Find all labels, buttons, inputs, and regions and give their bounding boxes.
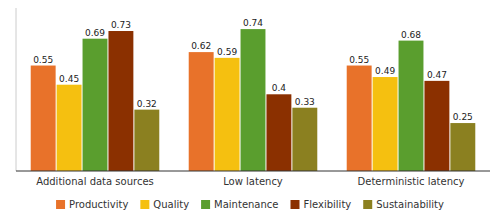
bar [424, 81, 449, 171]
data-label: 0.32 [137, 99, 157, 109]
bar [450, 123, 475, 171]
x-axis-line [16, 171, 490, 172]
legend-label: Sustainability [376, 199, 444, 210]
legend-swatch [363, 200, 372, 209]
legend: Productivity Quality Maintenance Flexibilit… [56, 199, 444, 210]
bar [31, 66, 56, 171]
x-tick-label: Low latency [223, 176, 283, 187]
legend-swatch [140, 200, 149, 209]
bar [215, 58, 240, 171]
legend-item: Flexibility [290, 199, 351, 210]
bars [31, 29, 476, 171]
data-label: 0.55 [349, 55, 369, 65]
data-labels: 0.55 0.62 0.55 0.45 0.59 0.49 0.69 0.74 0.68 0.73… [33, 18, 473, 122]
bar [373, 77, 398, 171]
bar [399, 41, 424, 171]
legend-label: Productivity [69, 199, 128, 210]
bar [57, 85, 82, 171]
data-label: 0.55 [33, 55, 53, 65]
chart-container: 0.55 0.62 0.55 0.45 0.59 0.49 0.69 0.74 0.68 0.73… [0, 0, 500, 217]
bar [266, 94, 291, 171]
legend-item: Quality [140, 199, 189, 210]
bar [108, 31, 133, 171]
legend-label: Flexibility [303, 199, 351, 210]
bar [347, 66, 372, 171]
data-label: 0.4 [272, 83, 287, 93]
bar [189, 52, 214, 171]
data-label: 0.49 [375, 66, 395, 76]
data-label: 0.69 [85, 28, 105, 38]
legend-label: Maintenance [214, 199, 278, 210]
data-label: 0.33 [295, 97, 315, 107]
legend-label: Quality [153, 199, 189, 210]
legend-swatch [290, 200, 299, 209]
x-tick-label: Deterministic latency [358, 176, 465, 187]
legend-swatch [56, 200, 65, 209]
legend-item: Sustainability [363, 199, 444, 210]
data-label: 0.45 [59, 74, 79, 84]
data-label: 0.73 [111, 20, 131, 30]
data-label: 0.68 [401, 30, 421, 40]
y-axis-line [16, 8, 17, 171]
data-label: 0.59 [217, 47, 237, 57]
bar [134, 110, 159, 171]
bar [292, 108, 317, 171]
bar [83, 39, 108, 171]
data-label: 0.74 [243, 18, 263, 28]
data-label: 0.47 [427, 70, 447, 80]
chart: 0.55 0.62 0.55 0.45 0.59 0.49 0.69 0.74 0.68 0.73… [0, 0, 500, 217]
legend-item: Productivity [56, 199, 128, 210]
x-tick-label: Additional data sources [36, 176, 154, 187]
data-label: 0.25 [453, 112, 473, 122]
bar [241, 29, 266, 171]
legend-item: Maintenance [201, 199, 278, 210]
data-label: 0.62 [191, 41, 211, 51]
legend-swatch [201, 200, 210, 209]
